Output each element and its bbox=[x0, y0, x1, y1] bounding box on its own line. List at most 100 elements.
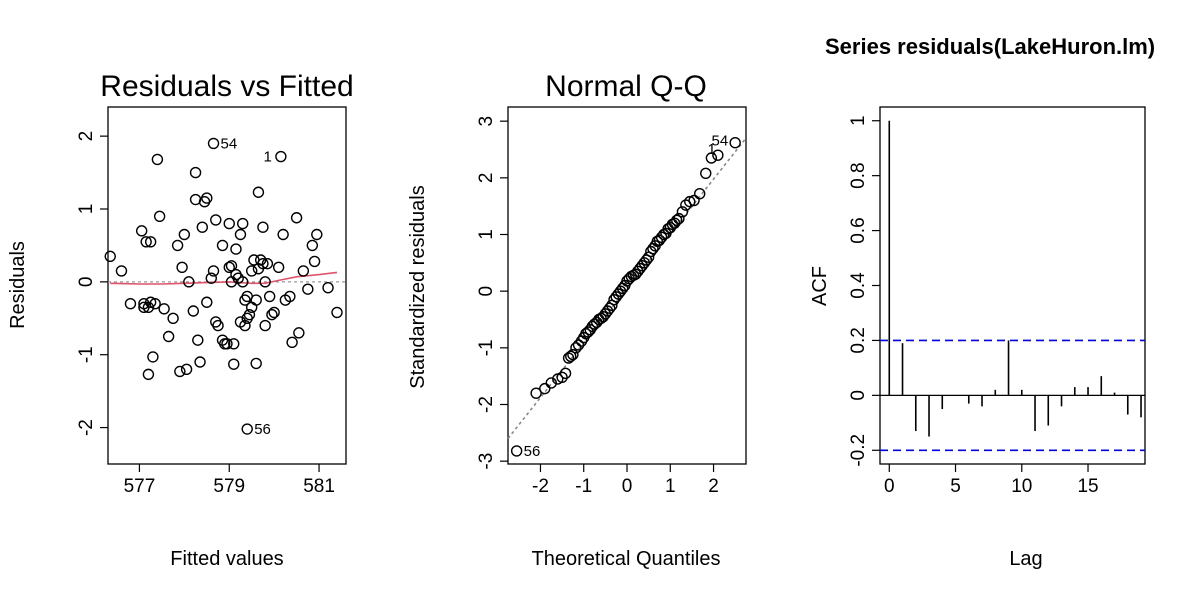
acf-panel: Series residuals(LakeHuron.lm) 0 5 10 15 -0… bbox=[809, 34, 1155, 570]
qq-point bbox=[729, 136, 741, 149]
x-tick-label: 581 bbox=[303, 476, 335, 497]
residual-point bbox=[183, 276, 195, 288]
residual-point bbox=[124, 298, 137, 310]
residual-point bbox=[259, 319, 271, 332]
qq-line bbox=[507, 137, 747, 439]
y-tick-label: 0 bbox=[476, 286, 497, 297]
residual-point bbox=[180, 363, 193, 375]
x-axis: 0 5 10 15 bbox=[884, 464, 1099, 497]
qq-point bbox=[545, 377, 557, 389]
residual-point bbox=[162, 330, 175, 343]
residual-point bbox=[237, 217, 249, 230]
x-tick-label: -2 bbox=[532, 476, 549, 497]
residual-point bbox=[223, 261, 235, 273]
y-tick-label: -2 bbox=[476, 396, 497, 413]
y-tick-label: 1 bbox=[848, 115, 869, 126]
residual-point bbox=[149, 298, 161, 310]
qq-point bbox=[684, 195, 696, 208]
residual-point bbox=[257, 221, 269, 233]
residual-point bbox=[275, 150, 287, 163]
x-tick-label: 0 bbox=[622, 476, 633, 497]
point-label: 56 bbox=[524, 443, 541, 460]
residual-point bbox=[144, 236, 157, 248]
y-tick-label: -0.2 bbox=[848, 434, 869, 467]
residual-point bbox=[243, 308, 256, 321]
qq-point bbox=[510, 445, 523, 457]
residual-point bbox=[245, 265, 258, 277]
y-tick-label: 1 bbox=[476, 229, 497, 240]
residual-point bbox=[147, 351, 159, 363]
point-label: 54 bbox=[221, 135, 238, 152]
qq-point bbox=[556, 371, 568, 383]
y-tick-label: 0.8 bbox=[848, 162, 869, 188]
residual-point bbox=[201, 296, 213, 308]
qq-points bbox=[510, 136, 741, 457]
residual-point bbox=[223, 217, 235, 230]
qq-point bbox=[567, 348, 579, 361]
residual-point bbox=[311, 228, 323, 241]
y-tick-label: 0 bbox=[76, 277, 97, 288]
x-axis: -2 -1 0 1 2 bbox=[532, 464, 719, 497]
y-tick-label: 2 bbox=[76, 131, 97, 142]
residual-point bbox=[178, 228, 191, 241]
residual-point bbox=[228, 338, 240, 350]
residual-point bbox=[198, 196, 211, 208]
residual-point bbox=[277, 228, 289, 241]
residual-point bbox=[230, 243, 242, 255]
residual-point bbox=[158, 303, 170, 315]
qq-point bbox=[712, 149, 724, 161]
y-tick-label: 1 bbox=[76, 204, 97, 215]
residual-point bbox=[207, 265, 220, 277]
acf-plot-box bbox=[879, 106, 1146, 465]
qq-point bbox=[700, 167, 712, 180]
x-tick-label: 10 bbox=[1011, 476, 1032, 497]
residual-point bbox=[151, 153, 164, 166]
acf-xlabel: Lag bbox=[1009, 548, 1042, 570]
residual-point bbox=[306, 239, 319, 252]
x-tick-label: 2 bbox=[708, 476, 719, 497]
residual-point bbox=[239, 319, 251, 332]
qq-point bbox=[671, 214, 683, 227]
residual-point bbox=[104, 250, 116, 263]
residual-point bbox=[216, 239, 229, 252]
qq-point bbox=[647, 242, 659, 255]
residual-point bbox=[205, 272, 217, 284]
qq-point bbox=[705, 152, 718, 164]
residual-point bbox=[225, 260, 238, 272]
normal-qq-xlabel: Theoretical Quantiles bbox=[532, 548, 721, 570]
residuals-vs-fitted-plot-box bbox=[107, 106, 347, 465]
residual-point bbox=[201, 192, 213, 204]
residual-point bbox=[237, 276, 249, 288]
residual-point bbox=[167, 312, 179, 324]
residuals-vs-fitted-ylabel: Residuals bbox=[7, 241, 29, 329]
residual-point bbox=[268, 306, 280, 319]
residual-point bbox=[115, 265, 128, 277]
y-tick-label: -2 bbox=[76, 419, 97, 436]
point-label: 1 bbox=[708, 141, 716, 158]
residuals-vs-fitted-panel: Residuals vs Fitted 577 579 581 -2 -1 0 1 2 54… bbox=[7, 70, 354, 570]
x-tick-label: 577 bbox=[124, 476, 156, 497]
qq-point bbox=[570, 342, 582, 354]
residual-point bbox=[142, 368, 155, 381]
x-tick-label: -1 bbox=[575, 476, 592, 497]
residual-point bbox=[290, 212, 303, 224]
residual-point bbox=[250, 294, 262, 306]
residual-point bbox=[196, 221, 209, 233]
residual-point bbox=[228, 358, 240, 370]
residual-point bbox=[174, 365, 186, 378]
residual-point bbox=[331, 306, 343, 319]
residual-point bbox=[234, 228, 247, 241]
residual-point bbox=[187, 305, 200, 317]
y-tick-label: -1 bbox=[76, 346, 97, 363]
residual-point bbox=[189, 166, 202, 179]
residual-point bbox=[207, 137, 220, 150]
qq-point bbox=[693, 187, 706, 200]
x-tick-label: 579 bbox=[213, 476, 245, 497]
y-tick-label: 0.6 bbox=[848, 217, 869, 243]
residual-point bbox=[302, 283, 314, 295]
residual-point bbox=[135, 225, 148, 237]
y-tick-label: 0 bbox=[848, 390, 869, 401]
